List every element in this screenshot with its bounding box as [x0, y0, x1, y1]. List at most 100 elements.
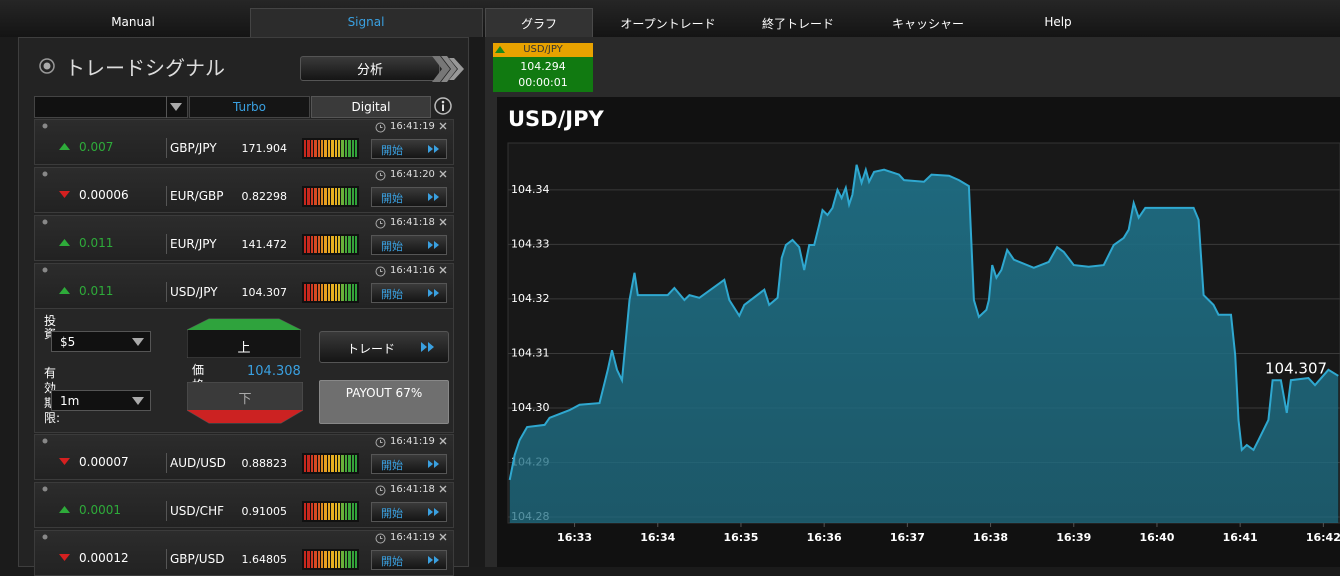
- meter-bar: [331, 284, 334, 301]
- meter-bar: [327, 188, 331, 205]
- row-time: 16:41:19: [390, 121, 435, 132]
- start-button[interactable]: 開始: [381, 192, 403, 205]
- x-tick-label: 16:34: [640, 531, 675, 544]
- meter-bar: [314, 236, 317, 253]
- start-button-bg[interactable]: [371, 235, 447, 255]
- meter-bar: [331, 503, 334, 520]
- meter-bar: [341, 140, 344, 157]
- meter-bar: [348, 551, 351, 568]
- filter-dropdown[interactable]: [34, 96, 188, 118]
- turbo-tab[interactable]: Turbo: [189, 96, 310, 118]
- radio-icon: [39, 58, 55, 74]
- ticker-arrow: [495, 46, 505, 53]
- meter-bar: [307, 236, 310, 253]
- order-price: 104.308: [247, 364, 301, 379]
- row-time: 16:41:19: [390, 436, 435, 447]
- start-button[interactable]: 開始: [381, 507, 403, 520]
- row-change: 0.007: [79, 140, 114, 154]
- clock-icon: [375, 170, 386, 181]
- meter-bar: [310, 188, 314, 205]
- row-price: 1.64805: [241, 553, 288, 566]
- meter-bar: [304, 284, 307, 301]
- meter-bar: [355, 236, 358, 253]
- meter-bar: [331, 236, 334, 253]
- start-button-bg[interactable]: [371, 454, 447, 474]
- trade-button[interactable]: トレード: [347, 342, 396, 356]
- clock: [375, 437, 386, 448]
- meter-bar: [338, 188, 341, 205]
- analyze-button[interactable]: 分析: [300, 56, 440, 81]
- clock-hands: [380, 173, 383, 176]
- clock-icon: [375, 533, 386, 544]
- dot: [42, 534, 48, 540]
- info-icon[interactable]: [433, 96, 453, 116]
- start-button[interactable]: 開始: [381, 555, 403, 568]
- chart-title: USD/JPY: [508, 107, 604, 131]
- trade-button-bg[interactable]: [319, 331, 449, 363]
- meter-bar: [324, 188, 327, 205]
- close-icon: [439, 218, 447, 226]
- start-button[interactable]: 開始: [381, 288, 403, 301]
- meter-bar: [324, 503, 327, 520]
- nav-tab[interactable]: キャッシャー: [891, 17, 964, 31]
- start-button-bg[interactable]: [371, 502, 447, 522]
- clock: [375, 218, 386, 229]
- y-tick-label: 104.32: [511, 292, 550, 305]
- nav-tab[interactable]: Help: [1044, 15, 1072, 29]
- dot: [42, 486, 48, 492]
- start-button[interactable]: 開始: [381, 144, 403, 157]
- row-price: 0.82298: [241, 190, 288, 203]
- up-button-shape[interactable]: [187, 318, 301, 358]
- start-button-bg[interactable]: [371, 283, 447, 303]
- start-button[interactable]: 開始: [381, 240, 403, 253]
- nav-tab[interactable]: 終了トレード: [761, 17, 834, 31]
- up-button[interactable]: 上: [237, 341, 251, 356]
- nav-tab[interactable]: グラフ: [520, 17, 557, 31]
- expiry-select[interactable]: [51, 390, 151, 411]
- meter-bar: [327, 455, 331, 472]
- meter-bar: [341, 455, 344, 472]
- meter-bar: [307, 188, 310, 205]
- meter-bar: [355, 455, 358, 472]
- ticker-body[interactable]: [493, 57, 593, 92]
- nav-tab[interactable]: Manual: [111, 15, 155, 29]
- play-icon: [428, 556, 439, 564]
- down-button[interactable]: 下: [238, 392, 252, 407]
- row-pair: GBP/USD: [170, 552, 225, 566]
- select-arrow: [132, 338, 144, 346]
- start-button[interactable]: 開始: [381, 459, 403, 472]
- ticker-countdown: 00:00:01: [518, 76, 568, 89]
- meter-bar: [348, 503, 351, 520]
- x-tick-label: 16:35: [723, 531, 758, 544]
- start-button-bg[interactable]: [371, 139, 447, 159]
- nav-tab[interactable]: Signal: [347, 15, 385, 29]
- x-tick-label: 16:36: [807, 531, 842, 544]
- clock-hands: [380, 536, 383, 539]
- ticker-head[interactable]: [493, 43, 593, 57]
- start-button-bg[interactable]: [371, 187, 447, 207]
- meter-bar: [314, 188, 317, 205]
- meter-bar: [321, 188, 324, 205]
- row-sep: [166, 453, 167, 473]
- nav-tab[interactable]: オープントレード: [620, 17, 716, 31]
- meter-bar: [324, 236, 327, 253]
- meter-bar: [314, 284, 317, 301]
- row-sep: [166, 138, 167, 158]
- investment-select[interactable]: [51, 331, 151, 352]
- x-tick-label: 16:40: [1139, 531, 1174, 544]
- meter-bar: [341, 284, 344, 301]
- meter-bar: [324, 140, 327, 157]
- expiry-value: 1m: [60, 394, 80, 408]
- meter-bar: [304, 140, 307, 157]
- down-button-shape[interactable]: [187, 382, 303, 424]
- meter-bar: [344, 455, 348, 472]
- digital-tab[interactable]: Digital: [311, 96, 431, 118]
- meter-bar: [344, 140, 348, 157]
- meter-bar: [338, 140, 341, 157]
- play-icon: [428, 145, 439, 153]
- meter-bar: [351, 140, 354, 157]
- up-arrow: [59, 143, 70, 150]
- row-time: 16:41:20: [390, 169, 435, 180]
- meter-bar: [310, 236, 314, 253]
- play-icon: [428, 460, 439, 468]
